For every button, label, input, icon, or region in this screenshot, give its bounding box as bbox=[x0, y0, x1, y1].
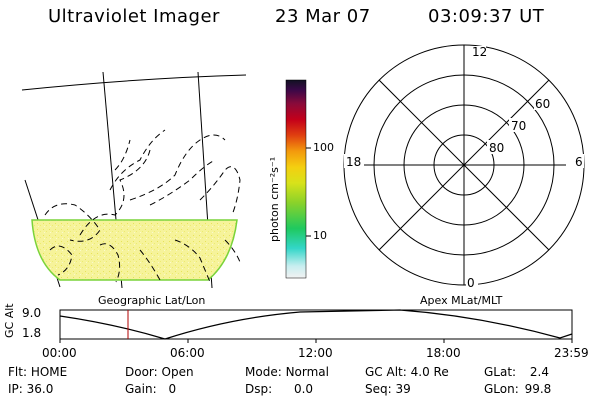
status-mode: Mode: Normal bbox=[245, 365, 329, 379]
status-flt-label: Flt: bbox=[8, 365, 27, 379]
status-glon-label: GLon: bbox=[484, 382, 519, 396]
altitude-tick-9: 9.0 bbox=[22, 306, 42, 320]
status-dsp: Dsp: 0.0 bbox=[245, 382, 313, 396]
lat-label-80: 80 bbox=[489, 141, 505, 155]
status-seq-label: Seq: bbox=[365, 382, 392, 396]
status-gc-alt-value: 4.0 Re bbox=[410, 365, 449, 379]
status-dsp-value: 0.0 bbox=[293, 382, 314, 396]
coastlines bbox=[44, 129, 241, 283]
uv-image-swath bbox=[31, 219, 238, 281]
lat-label-60: 60 bbox=[535, 97, 551, 111]
altitude-axis-title: GC Alt bbox=[3, 303, 16, 338]
status-dsp-label: Dsp: bbox=[245, 382, 273, 396]
status-flt-value: HOME bbox=[30, 365, 68, 379]
altitude-curve bbox=[59, 309, 573, 340]
altitude-tick-1-8: 1.8 bbox=[22, 326, 42, 340]
colorbar-tick-10: 10 bbox=[313, 229, 327, 242]
mlt-label-6: 6 bbox=[575, 155, 583, 169]
status-gc-alt: GC Alt: 4.0 Re bbox=[365, 365, 449, 379]
date-label: 23 Mar 07 bbox=[275, 6, 371, 27]
mlt-label-12: 12 bbox=[472, 45, 488, 59]
time-tick-0600: 06:00 bbox=[170, 346, 205, 360]
status-glat-value: 2.4 bbox=[529, 365, 550, 379]
mlt-label-18: 18 bbox=[346, 155, 362, 169]
geo-panel-caption: Geographic Lat/Lon bbox=[98, 294, 206, 307]
status-glon: GLon: 99.8 bbox=[484, 382, 551, 396]
status-gain-value: 0 bbox=[168, 382, 177, 396]
status-door: Door: Open bbox=[125, 365, 194, 379]
time-tick-0000: 00:00 bbox=[42, 346, 77, 360]
status-glat-label: GLat: bbox=[484, 365, 517, 379]
status-door-label: Door: bbox=[125, 365, 158, 379]
status-gain-label: Gain: bbox=[125, 382, 157, 396]
time-label: 03:09:37 UT bbox=[428, 6, 545, 27]
time-tick-2359: 23:59 bbox=[554, 346, 589, 360]
status-seq-value: 39 bbox=[395, 382, 411, 396]
mlt-label-0: 0 bbox=[467, 276, 475, 290]
polar-panel-caption: Apex MLat/MLT bbox=[420, 294, 503, 307]
status-ip: IP: 36.0 bbox=[8, 382, 53, 396]
status-mode-value: Normal bbox=[285, 365, 329, 379]
status-ip-label: IP: bbox=[8, 382, 23, 396]
status-mode-label: Mode: bbox=[245, 365, 282, 379]
instrument-title: Ultraviolet Imager bbox=[48, 6, 220, 27]
status-flt: Flt: HOME bbox=[8, 365, 67, 379]
status-door-value: Open bbox=[161, 365, 194, 379]
time-tick-1200: 12:00 bbox=[298, 346, 333, 360]
colorbar-tick-100: 100 bbox=[313, 141, 334, 154]
status-glat: GLat: 2.4 bbox=[484, 365, 549, 379]
status-gc-alt-label: GC Alt: bbox=[365, 365, 407, 379]
lat-label-70: 70 bbox=[511, 119, 527, 133]
status-seq: Seq: 39 bbox=[365, 382, 411, 396]
status-ip-value: 36.0 bbox=[26, 382, 54, 396]
status-glon-value: 99.8 bbox=[524, 382, 552, 396]
status-gain: Gain: 0 bbox=[125, 382, 176, 396]
time-tick-1800: 18:00 bbox=[426, 346, 461, 360]
